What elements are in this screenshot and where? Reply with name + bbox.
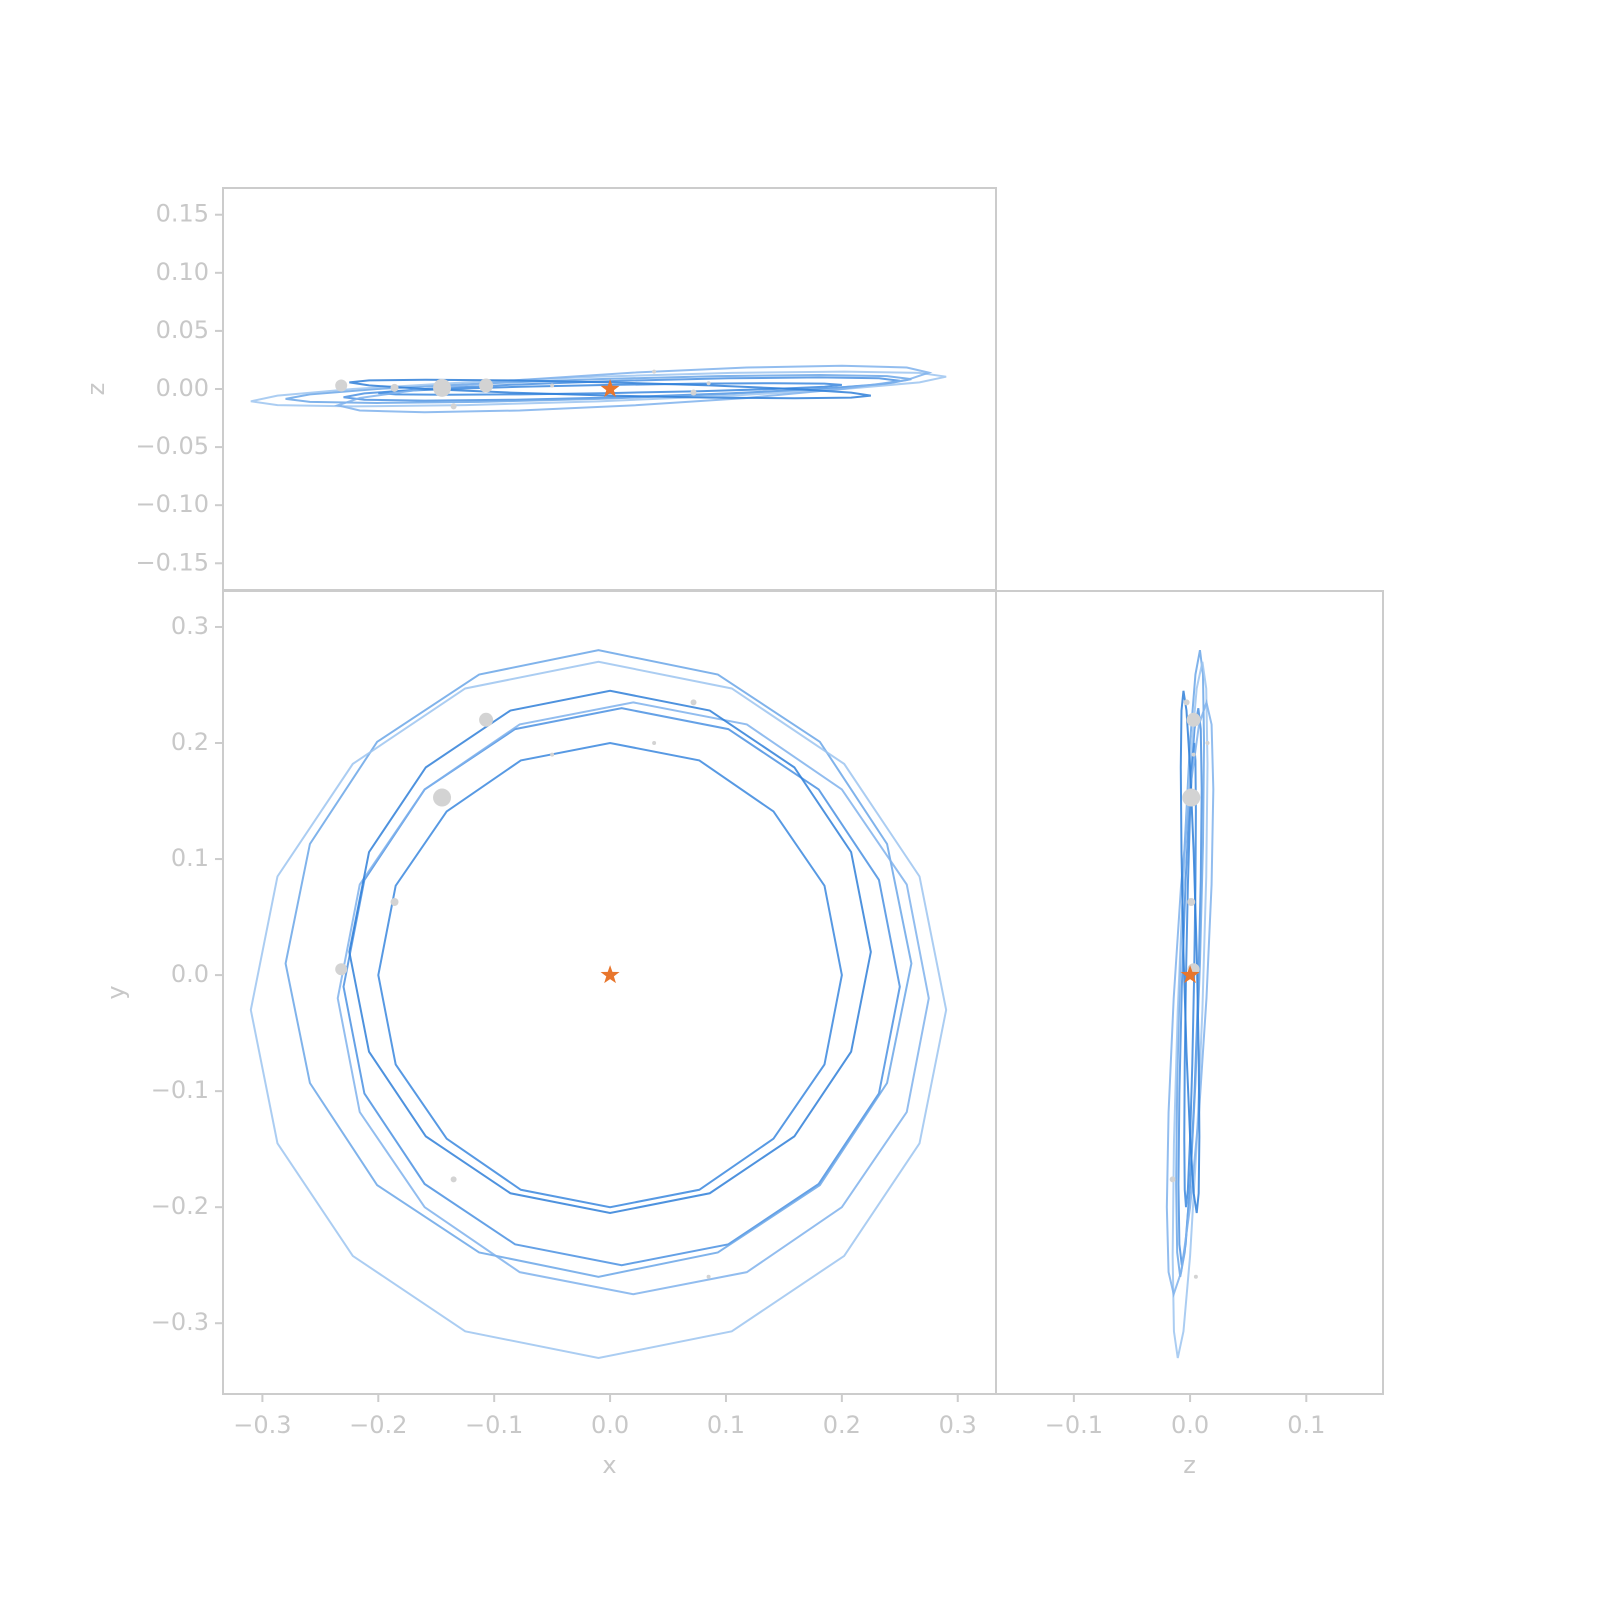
particle: [1169, 1176, 1176, 1183]
y-axis-label: y: [102, 985, 130, 999]
orbit: [285, 374, 912, 404]
y-axis-label: z: [82, 383, 110, 396]
particle: [706, 1274, 711, 1279]
y-tick-label: 0.00: [156, 374, 209, 402]
orbit: [1165, 698, 1215, 1298]
particle: [1191, 752, 1196, 757]
y-tick-label: 0.15: [156, 200, 209, 228]
particle: [706, 381, 711, 386]
orbit: [342, 707, 901, 1267]
x-tick-label: 0.2: [823, 1411, 861, 1439]
particle: [335, 963, 348, 976]
plot-area: [249, 649, 948, 1360]
x-tick-label: 0.0: [591, 1411, 629, 1439]
particle: [690, 699, 697, 706]
particle: [550, 383, 555, 388]
particle: [335, 379, 348, 392]
particle: [1193, 1274, 1198, 1279]
particle: [433, 378, 452, 397]
star: [1180, 965, 1200, 984]
star: [600, 965, 620, 984]
orbit: [1179, 690, 1201, 1214]
particle: [450, 1176, 457, 1183]
y-tick-label: −0.2: [151, 1192, 209, 1220]
particle: [1182, 788, 1201, 807]
orbit: [284, 649, 913, 1278]
x-axis-label: z: [1183, 1451, 1196, 1479]
y-tick-label: −0.3: [151, 1308, 209, 1336]
particle: [450, 403, 457, 410]
y-tick-label: 0.3: [171, 612, 209, 640]
x-tick-label: 0.0: [1171, 1411, 1209, 1439]
y-tick-label: −0.15: [135, 548, 209, 576]
particle: [1183, 699, 1190, 706]
particle: [1205, 741, 1210, 746]
particle: [390, 897, 399, 906]
y-tick-label: 0.1: [171, 844, 209, 872]
y-tick-label: −0.05: [135, 432, 209, 460]
orbit: [348, 689, 872, 1214]
orbit: [334, 364, 933, 414]
y-tick-label: −0.10: [135, 490, 209, 518]
particle: [390, 383, 399, 392]
y-tick-label: −0.1: [151, 1076, 209, 1104]
y-tick-label: 0.05: [156, 316, 209, 344]
x-axis-label: x: [602, 1451, 616, 1479]
particle: [1186, 712, 1201, 727]
particle: [690, 389, 697, 396]
x-tick-label: −0.1: [465, 1411, 523, 1439]
x-tick-label: 0.1: [707, 1411, 745, 1439]
plot-area: [250, 364, 947, 414]
particle: [479, 378, 494, 393]
particle: [550, 752, 555, 757]
y-tick-label: 0.0: [171, 960, 209, 988]
orbit: [250, 370, 947, 408]
plot-area: [1165, 649, 1215, 1359]
particle: [433, 788, 452, 807]
star: [600, 379, 620, 398]
orbit: [1171, 661, 1209, 1359]
orbit: [377, 741, 843, 1209]
orbit: [336, 701, 930, 1296]
x-tick-label: 0.3: [939, 1411, 977, 1439]
particle: [652, 369, 657, 374]
y-tick-label: 0.2: [171, 728, 209, 756]
particle: [479, 712, 494, 727]
y-tick-label: 0.10: [156, 258, 209, 286]
x-tick-label: 0.1: [1287, 1411, 1325, 1439]
x-tick-label: −0.2: [349, 1411, 407, 1439]
x-tick-label: −0.1: [1045, 1411, 1103, 1439]
x-tick-label: −0.3: [233, 1411, 291, 1439]
particle: [652, 741, 657, 746]
orbit: [249, 660, 948, 1360]
orbit: [349, 378, 871, 400]
particle: [1187, 897, 1196, 906]
